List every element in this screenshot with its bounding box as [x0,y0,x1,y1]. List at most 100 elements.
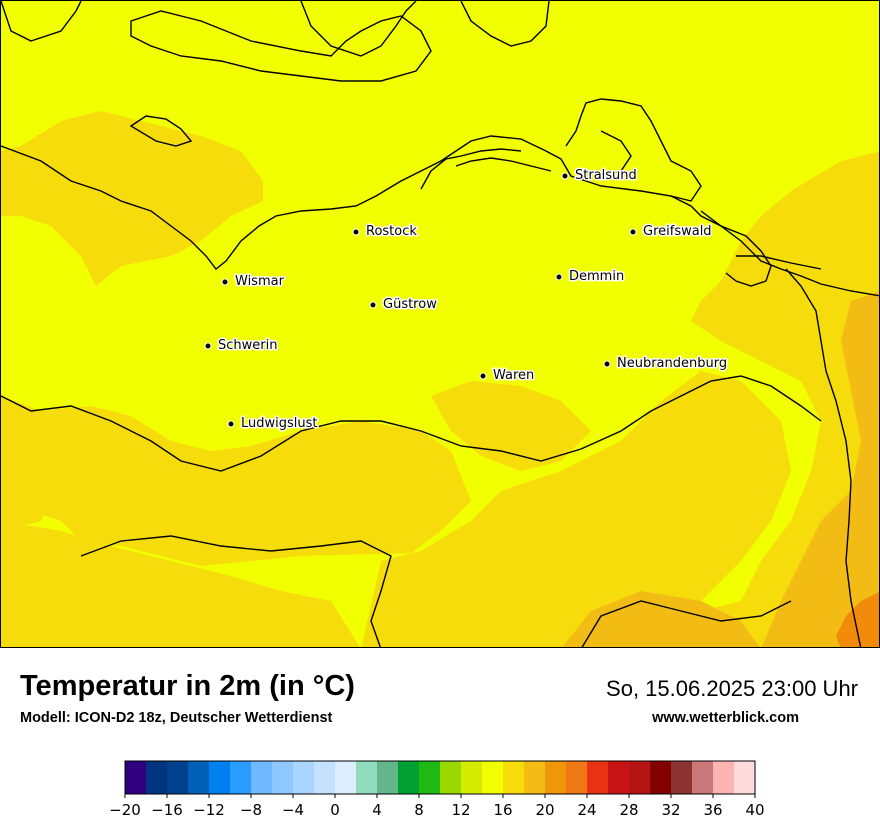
coastline-denmark-lolland [130,10,432,82]
warm-zone-southcenter [361,371,791,647]
city-dot-wismar [221,278,229,286]
warm-zone-west [1,431,61,531]
warm-zone-northwest [1,111,263,286]
colorbar-tick-label: 8 [414,801,424,819]
coastline-denmark-falster [300,1,417,57]
city-dot-demmin [555,273,563,281]
coastline-ruegen-inner [600,130,632,177]
colorbar-tick-label: 0 [330,801,340,819]
colorbar-cell [482,761,504,794]
coastline-moen [460,1,550,47]
city-dot-schwerin [204,342,212,350]
city-dot-ludwigslust [227,420,235,428]
coastline-ruegen [565,98,702,202]
colorbar-cell [566,761,588,794]
temperature-map: Stralsund Rostock Greifswald Wismar Demmin Gü… [0,0,880,648]
valid-datetime: So, 15.06.2025 23:00 Uhr [606,676,858,701]
city-dot-stralsund [561,172,569,180]
city-markers: Stralsund Rostock Greifswald Wismar Demmin Gü… [204,167,729,433]
city-label-ludwigslust: Ludwigslust [241,416,318,431]
colorbar-tick-label: 40 [745,801,764,819]
colorbar-cell [587,761,609,794]
coastline-stettin-lagoon [736,255,822,270]
coastlines-borders [1,1,879,647]
colorbar-cell [146,761,168,794]
colorbar-cell [272,761,294,794]
colorbar-frame [124,760,756,795]
city-dot-neubrandenburg [603,360,611,368]
colorbar-cell [188,761,210,794]
colorbar-cell [713,761,735,794]
city-dot-guestrow [369,301,377,309]
colorbar-tick-label: 20 [535,801,554,819]
colorbar-tick-label: 36 [703,801,722,819]
colorbar-tick-label: −16 [151,801,183,819]
colorbar-cell [314,761,336,794]
map-title: Temperatur in 2m (in °C) [20,670,355,702]
city-label-rostock: Rostock [366,224,417,239]
colorbar-cell [419,761,441,794]
warm-zone-center [431,381,591,471]
colorbar-cell [125,761,147,794]
colorbar-tick-label: −8 [240,801,262,819]
colorbar-cell [167,761,189,794]
website-link[interactable]: www.wetterblick.com [652,710,799,726]
colorbar-ticks: −20 −16 −12 −8 −4 0 4 8 12 16 20 24 28 32 36 40 [109,794,765,819]
colorbar-tick-label: 24 [577,801,596,819]
model-info: Modell: ICON-D2 18z, Deutscher Wetterdie… [20,710,333,726]
colorbar-cell [671,761,693,794]
border-west [1,375,822,472]
colorbar-cell [209,761,231,794]
border-south [80,535,392,647]
city-label-guestrow: Güstrow [383,297,437,312]
map-canvas: Stralsund Rostock Greifswald Wismar Demmin Gü… [1,1,879,647]
colorbar-tick-label: 4 [372,801,382,819]
city-dot-greifswald [629,228,637,236]
coastline-denmark-top [1,1,82,42]
city-label-waren: Waren [493,368,534,383]
city-label-greifswald: Greifswald [643,224,712,239]
colorbar-cell [692,761,714,794]
coastline-fischland [455,157,552,172]
colorbar-cell [650,761,672,794]
colorbar-cell [356,761,378,794]
border-poland [785,268,862,647]
city-dot-waren [479,372,487,380]
warm-zone-south [1,396,471,566]
colorbar-tick-label: 32 [661,801,680,819]
colorbar-tick-label: −20 [109,801,141,819]
colorbar-tick-label: 16 [493,801,512,819]
city-label-schwerin: Schwerin [218,338,277,353]
city-dot-rostock [352,228,360,236]
hot-zone-east [761,291,879,647]
colorbar-cell [251,761,273,794]
city-label-stralsund: Stralsund [575,168,637,183]
colorbar-cell [398,761,420,794]
border-southeast [581,600,792,647]
city-label-neubrandenburg: Neubrandenburg [617,356,727,371]
city-label-wismar: Wismar [235,274,285,289]
colorbar-cell [608,761,630,794]
hot-zone-south [562,591,760,647]
colorbar-cell [335,761,357,794]
legend-footer: Temperatur in 2m (in °C) Modell: ICON-D2… [0,648,880,830]
temperature-colorbar: −20 −16 −12 −8 −4 0 4 8 12 16 20 24 28 32 36 40 [109,760,765,819]
colorbar-cell [524,761,546,794]
colorbar-cell [230,761,252,794]
colorbar-cell [503,761,525,794]
colorbar-tick-label: −12 [193,801,225,819]
colorbar-cell [629,761,651,794]
coastline-main [1,135,879,297]
coastline-fehmarn [129,115,193,147]
colorbar-tick-label: 28 [619,801,638,819]
colorbar-tick-label: −4 [282,801,304,819]
colorbar-tick-label: 12 [451,801,470,819]
coastline-usedom [700,210,772,287]
colorbar-cell [293,761,315,794]
colorbar-cell [461,761,483,794]
city-label-demmin: Demmin [569,269,624,284]
colorbar-cells [125,761,756,794]
colorbar-cell [734,761,756,794]
hottest-zone-southeast [836,592,879,647]
colorbar-cell [440,761,462,794]
